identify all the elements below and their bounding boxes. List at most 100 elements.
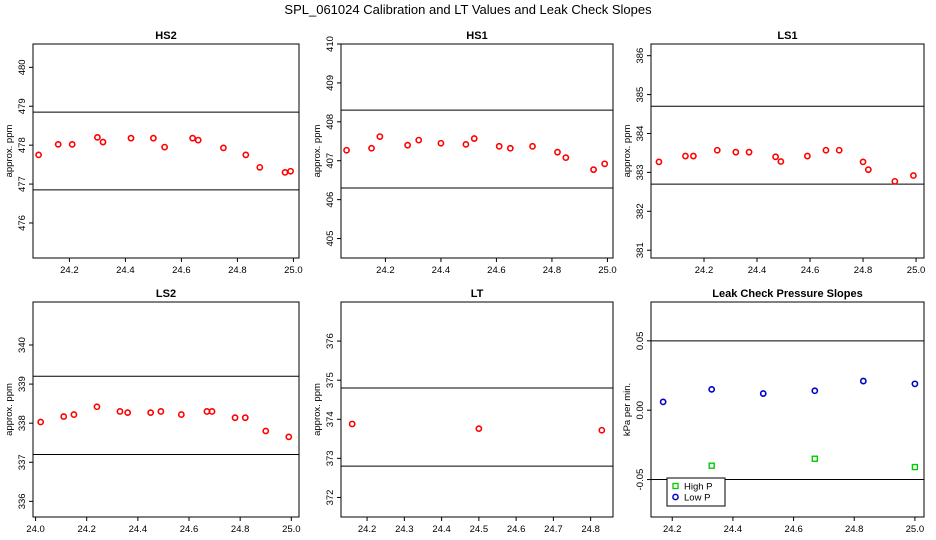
data-point [287, 167, 294, 175]
data-point [562, 154, 570, 162]
data-point [601, 160, 609, 168]
data-point [772, 153, 779, 161]
data-point [147, 409, 155, 417]
plot-frame [340, 43, 614, 259]
x-tick-label: 24.6 [487, 265, 506, 276]
x-tick-label: 24.8 [231, 524, 250, 535]
data-point [54, 140, 62, 148]
chart-panel-6: Leak Check Pressure Slopes 24.2 24.4 24.6 24… [622, 288, 925, 535]
x-tick-label: 24.4 [724, 524, 743, 535]
x-tick-label: 25.0 [906, 524, 925, 535]
x-tick-label: 24.6 [180, 524, 199, 535]
data-point [194, 136, 202, 144]
data-point [713, 146, 721, 154]
data-point [404, 141, 412, 149]
data-point [659, 398, 667, 406]
y-tick-label: 478 [17, 137, 28, 153]
x-tick-label: 24.6 [784, 524, 803, 535]
data-point [93, 403, 101, 411]
data-point [241, 414, 249, 422]
panel-title: Leak Check Pressure Slopes [712, 288, 862, 300]
y-tick-label: 376 [325, 333, 336, 349]
data-point [911, 380, 919, 388]
x-tick-label: 24.8 [228, 265, 247, 276]
data-point [60, 413, 68, 420]
data-point [690, 152, 697, 160]
y-tick-label: 336 [17, 493, 28, 509]
data-point [759, 390, 767, 397]
x-tick-label: 24.6 [801, 265, 820, 276]
data-point [590, 166, 597, 174]
y-tick-label: 410 [325, 36, 336, 52]
data-point [777, 158, 785, 165]
y-tick-label: 372 [325, 490, 336, 506]
data-point [219, 144, 227, 152]
y-tick-label: 373 [325, 450, 336, 466]
y-tick-label: 383 [635, 164, 646, 180]
plot-frame [650, 301, 925, 518]
data-point [348, 420, 356, 428]
data-point [368, 144, 375, 152]
data-point [124, 409, 132, 417]
data-point [281, 168, 289, 176]
y-tick-label: 374 [325, 411, 336, 427]
data-point [242, 151, 250, 159]
y-tick-label: 375 [325, 372, 336, 388]
panel-title: LS2 [156, 288, 176, 300]
x-tick-label: 24.8 [543, 265, 562, 276]
data-point [208, 408, 216, 415]
data-point [911, 463, 919, 471]
data-point [70, 411, 78, 418]
data-point [462, 140, 470, 148]
plot-frame [32, 301, 300, 518]
x-tick-label: 25.0 [598, 265, 617, 276]
x-tick-label: 24.2 [663, 524, 682, 535]
x-tick-label: 24.4 [748, 265, 767, 276]
x-tick-label: 24.5 [470, 524, 489, 535]
chart-panel-5: LT 24.2 24.3 24.4 24.5 24.6 24.7 24.8 372 373 374 3… [312, 288, 614, 535]
legend-label: Low P [684, 493, 710, 504]
legend-marker [672, 482, 679, 490]
y-tick-label: 340 [17, 337, 28, 353]
data-point [189, 134, 196, 142]
data-point [803, 152, 811, 160]
x-tick-label: 24.4 [432, 524, 451, 535]
x-tick-label: 24.8 [845, 524, 864, 535]
data-point [554, 148, 561, 156]
y-tick-label: 407 [325, 153, 336, 169]
data-point [343, 146, 350, 154]
y-tick-label: 0.05 [635, 332, 646, 351]
x-tick-label: 24.2 [358, 524, 377, 535]
y-tick-label: 382 [635, 203, 646, 219]
data-point [835, 146, 843, 154]
chart-panel-3: LS1 24.2 24.4 24.6 24.8 25.0 381 382 383 384 385 38… [622, 30, 925, 276]
x-tick-label: 24.6 [172, 265, 191, 276]
data-point [859, 377, 867, 385]
data-point [891, 177, 899, 185]
chart-panel-1: HS2 24.2 24.4 24.6 24.8 25.0 476 477 478 479 480 ap… [4, 30, 303, 276]
data-point [745, 148, 753, 156]
y-axis-label: approx. ppm [312, 383, 323, 436]
data-point [475, 425, 483, 433]
legend-label: High P [684, 482, 713, 493]
panel-title: LS1 [777, 30, 797, 42]
x-tick-label: 24.4 [116, 265, 135, 276]
y-tick-label: 338 [17, 415, 28, 431]
data-point [859, 158, 867, 166]
x-tick-label: 24.8 [581, 524, 600, 535]
x-tick-label: 24.6 [507, 524, 526, 535]
x-tick-label: 24.8 [854, 265, 873, 276]
data-point [822, 146, 830, 154]
x-tick-label: 24.2 [376, 265, 395, 276]
data-point [864, 166, 872, 174]
data-point [909, 172, 917, 179]
y-axis-label: approx. ppm [312, 125, 323, 178]
data-point [35, 151, 42, 159]
y-tick-label: 385 [635, 87, 646, 103]
data-point [506, 144, 514, 152]
data-point [708, 462, 715, 469]
data-point [470, 135, 478, 142]
data-point [37, 418, 45, 426]
data-point [415, 136, 423, 144]
